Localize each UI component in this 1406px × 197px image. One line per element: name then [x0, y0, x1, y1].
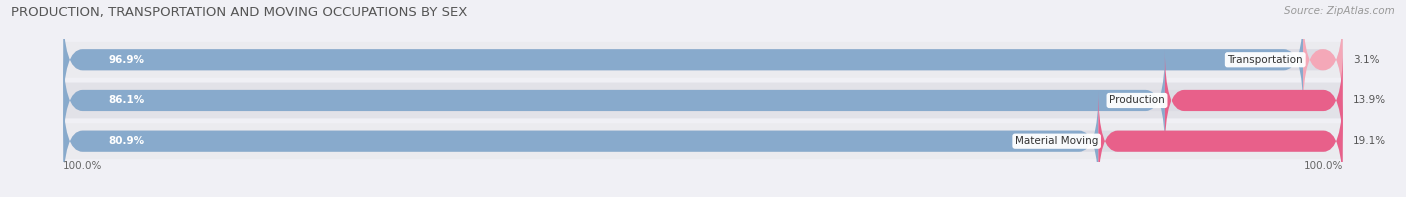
FancyBboxPatch shape	[1098, 91, 1343, 192]
FancyBboxPatch shape	[63, 9, 1343, 110]
Text: 19.1%: 19.1%	[1353, 136, 1386, 146]
Text: Production: Production	[1109, 96, 1166, 105]
FancyBboxPatch shape	[63, 50, 1343, 151]
FancyBboxPatch shape	[56, 83, 1350, 118]
FancyBboxPatch shape	[56, 42, 1350, 78]
Text: 3.1%: 3.1%	[1353, 55, 1379, 65]
FancyBboxPatch shape	[63, 9, 1303, 110]
FancyBboxPatch shape	[63, 50, 1166, 151]
Text: PRODUCTION, TRANSPORTATION AND MOVING OCCUPATIONS BY SEX: PRODUCTION, TRANSPORTATION AND MOVING OC…	[11, 6, 468, 19]
FancyBboxPatch shape	[63, 91, 1098, 192]
FancyBboxPatch shape	[1166, 50, 1343, 151]
Text: Material Moving: Material Moving	[1015, 136, 1098, 146]
FancyBboxPatch shape	[56, 123, 1350, 159]
Text: Transportation: Transportation	[1227, 55, 1303, 65]
Text: 96.9%: 96.9%	[108, 55, 143, 65]
FancyBboxPatch shape	[63, 91, 1343, 192]
Text: 86.1%: 86.1%	[108, 96, 145, 105]
FancyBboxPatch shape	[1303, 9, 1343, 110]
Text: 100.0%: 100.0%	[63, 161, 103, 171]
Text: Source: ZipAtlas.com: Source: ZipAtlas.com	[1284, 6, 1395, 16]
Text: 80.9%: 80.9%	[108, 136, 145, 146]
Text: 100.0%: 100.0%	[1303, 161, 1343, 171]
Text: 13.9%: 13.9%	[1353, 96, 1386, 105]
